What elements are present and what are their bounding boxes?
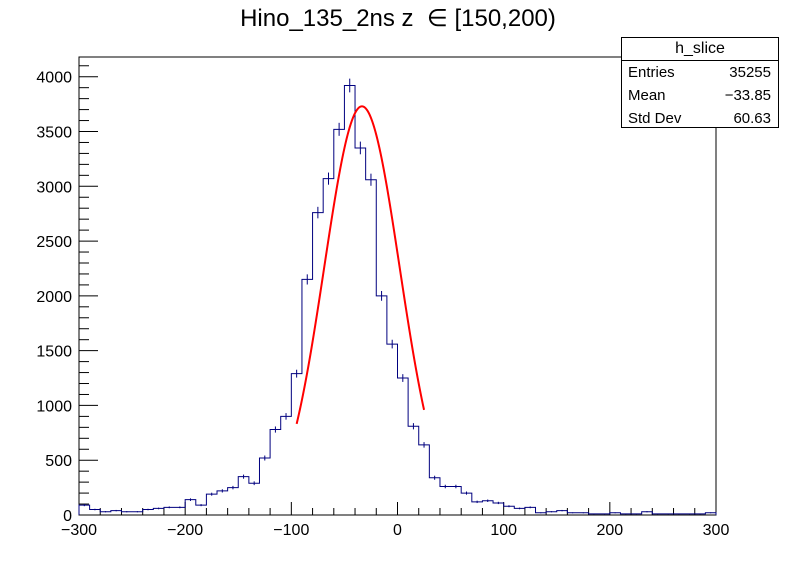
y-tick-label: 3500 — [36, 125, 72, 142]
x-tick-label: 0 — [393, 522, 402, 539]
stats-value: 60.63 — [733, 110, 771, 127]
x-tick-label: −300 — [61, 522, 97, 539]
x-tick-label: 300 — [703, 522, 730, 539]
x-axis-tick-labels: −300 −200 −100 0 100 200 300 — [61, 522, 729, 539]
y-tick-label: 2000 — [36, 289, 72, 306]
stats-value: 35255 — [729, 64, 771, 81]
y-tick-label: 3000 — [36, 179, 72, 196]
stats-row-entries: Entries 35255 — [622, 61, 778, 84]
stats-box-title: h_slice — [622, 38, 778, 61]
chart-title: Hino_135_2ns z ∈ [150,200) — [240, 5, 556, 32]
y-tick-label: 1500 — [36, 344, 72, 361]
x-tick-label: −200 — [167, 522, 203, 539]
x-tick-label: 100 — [490, 522, 517, 539]
error-bars — [83, 78, 712, 515]
x-tick-label: 200 — [596, 522, 623, 539]
y-tick-label: 1000 — [36, 398, 72, 415]
stats-row-mean: Mean −33.85 — [622, 84, 778, 107]
y-tick-label: 2500 — [36, 234, 72, 251]
stats-label: Mean — [628, 87, 666, 104]
stats-label: Entries — [628, 64, 675, 81]
stats-row-stddev: Std Dev 60.63 — [622, 107, 778, 130]
y-tick-label: 500 — [45, 453, 72, 470]
axis-ticks — [78, 65, 717, 516]
stats-value: −33.85 — [724, 87, 771, 104]
gaussian-fit-line — [295, 105, 426, 425]
y-tick-label: 4000 — [36, 70, 72, 87]
histogram-series — [78, 84, 717, 515]
stats-box: h_slice Entries 35255 Mean −33.85 Std De… — [621, 37, 779, 128]
x-tick-label: −100 — [273, 522, 309, 539]
stats-label: Std Dev — [628, 110, 682, 127]
y-tick-label: 0 — [63, 508, 72, 525]
y-axis-tick-labels: 0 500 1000 1500 2000 2500 3000 3500 4000 — [36, 70, 72, 525]
